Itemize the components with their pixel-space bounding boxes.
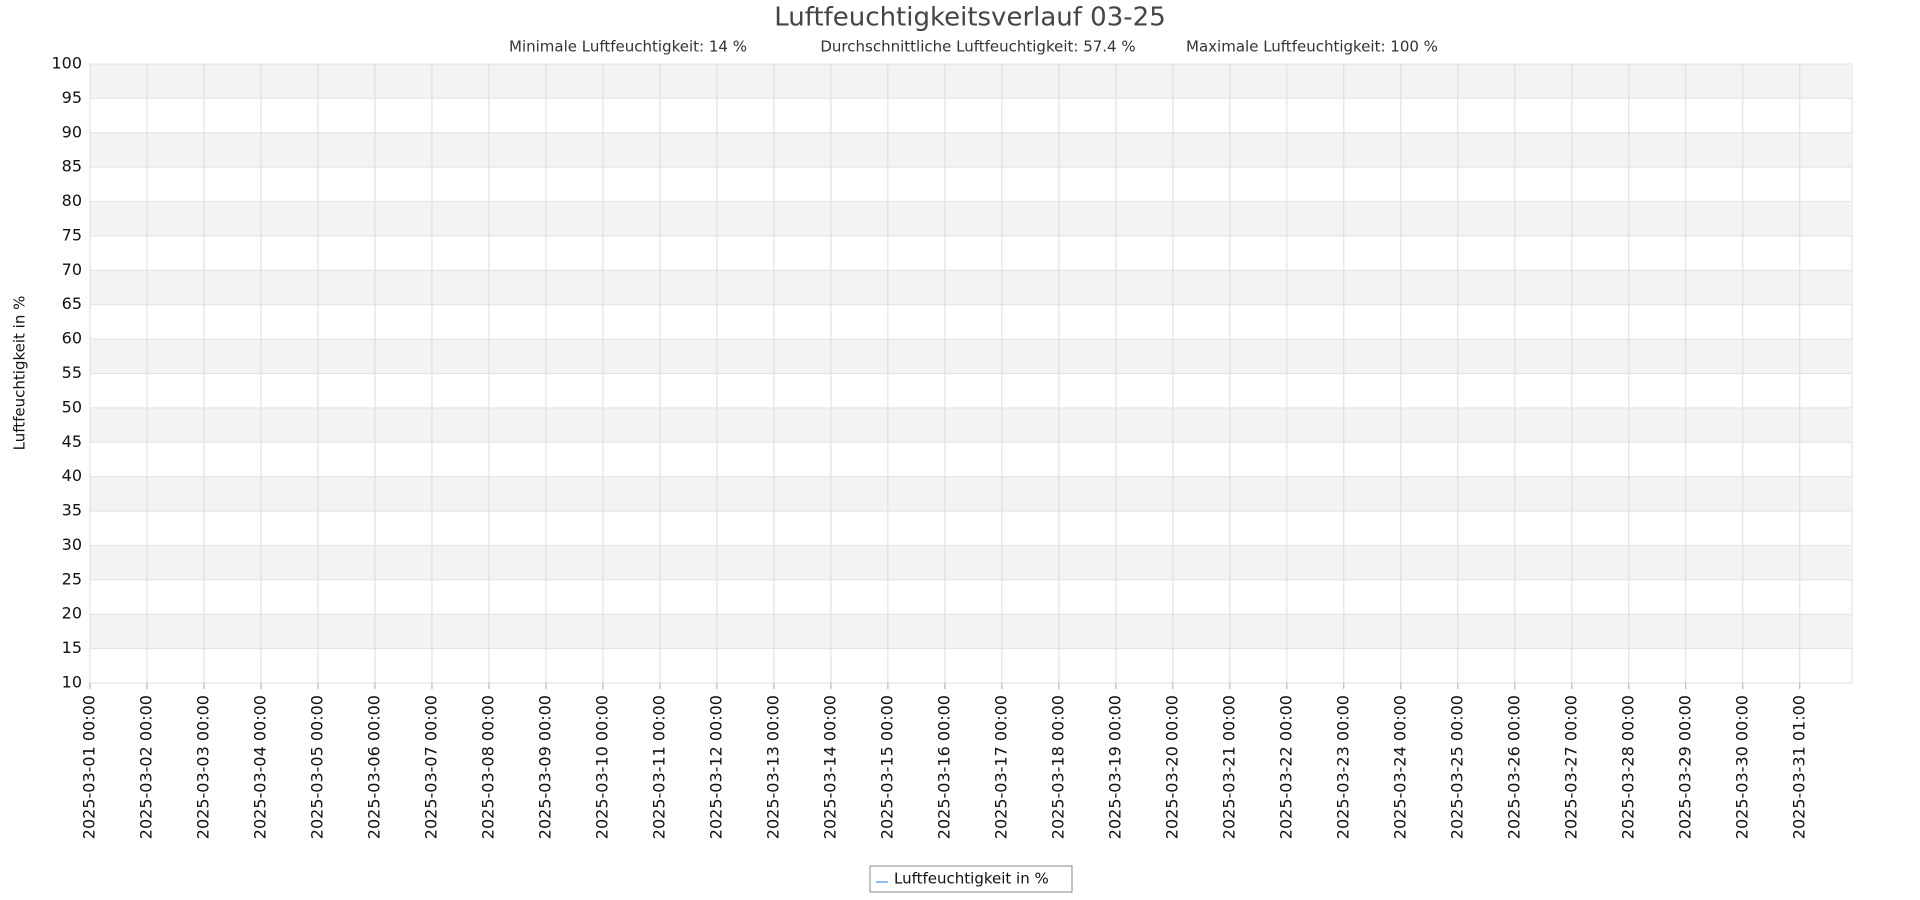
grid-band [90,201,1852,236]
legend: Luftfeuchtigkeit in % [869,865,1073,893]
subtitle: Durchschnittliche Luftfeuchtigkeit: 57.4… [820,38,1135,56]
x-tick-label: 2025-03-28 00:00 [1618,695,1637,839]
y-tick-label: 100 [51,54,82,73]
x-tick-label: 2025-03-26 00:00 [1504,695,1523,839]
y-tick-label: 35 [62,501,82,520]
y-tick-label: 65 [62,294,82,313]
x-tick-label: 2025-03-03 00:00 [193,695,212,839]
y-tick-label: 90 [62,122,82,141]
grid-band [90,339,1852,374]
y-tick-label: 75 [62,225,82,244]
y-tick-label: 40 [62,466,82,485]
x-tick-label: 2025-03-10 00:00 [592,695,611,839]
grid-band [90,64,1852,99]
y-tick-label: 25 [62,569,82,588]
x-tick-label: 2025-03-29 00:00 [1675,695,1694,839]
x-tick-label: 2025-03-02 00:00 [136,695,155,839]
x-tick-label: 2025-03-30 00:00 [1732,695,1751,839]
subtitle: Maximale Luftfeuchtigkeit: 100 % [1186,38,1438,56]
x-tick-label: 2025-03-27 00:00 [1561,695,1580,839]
grid-band [90,270,1852,305]
x-tick-label: 2025-03-21 00:00 [1219,695,1238,839]
y-tick-label: 60 [62,329,82,348]
x-tick-label: 2025-03-17 00:00 [991,695,1010,839]
x-tick-label: 2025-03-11 00:00 [649,695,668,839]
x-tick-label: 2025-03-20 00:00 [1162,695,1181,839]
y-tick-label: 45 [62,432,82,451]
y-tick-label: 30 [62,535,82,554]
legend-label: Luftfeuchtigkeit in % [894,870,1049,888]
x-tick-label: 2025-03-06 00:00 [364,695,383,839]
x-tick-label: 2025-03-08 00:00 [478,695,497,839]
x-tick-label: 2025-03-18 00:00 [1048,695,1067,839]
grid-band [90,132,1852,168]
x-tick-label: 2025-03-15 00:00 [877,695,896,839]
y-tick-label: 15 [62,638,82,657]
grid-band [90,407,1852,443]
x-tick-label: 2025-03-22 00:00 [1276,695,1295,839]
x-tick-label: 2025-03-19 00:00 [1105,695,1124,839]
chart-title: Luftfeuchtigkeitsverlauf 03-25 [774,3,1166,33]
x-tick-label: 2025-03-01 00:00 [80,695,99,839]
x-tick-label: 2025-03-04 00:00 [250,695,269,839]
grid-band [90,545,1852,580]
x-tick-label: 2025-03-16 00:00 [934,695,953,839]
x-tick-label: 2025-03-12 00:00 [706,695,725,839]
y-tick-label: 70 [62,260,82,279]
x-tick-label: 2025-03-05 00:00 [307,695,326,839]
y-tick-label: 55 [62,363,82,382]
y-tick-label: 80 [62,191,82,210]
x-tick-label: 2025-03-09 00:00 [535,695,554,839]
y-axis-label: Luftfeuchtigkeit in % [11,296,29,451]
x-tick-label: 2025-03-31 01:00 [1789,695,1808,839]
y-tick-label: 95 [62,88,82,107]
legend-box [869,865,1073,893]
grid-band [90,614,1852,649]
y-tick-label: 50 [62,397,82,416]
grid-band [90,476,1852,512]
x-tick-label: 2025-03-23 00:00 [1333,695,1352,839]
x-tick-label: 2025-03-14 00:00 [820,695,839,839]
y-tick-label: 85 [62,157,82,176]
y-tick-label: 20 [62,604,82,623]
y-tick-label: 10 [62,673,82,692]
x-tick-label: 2025-03-25 00:00 [1447,695,1466,839]
subtitle: Minimale Luftfeuchtigkeit: 14 % [509,38,747,56]
x-tick-label: 2025-03-13 00:00 [763,695,782,839]
x-tick-label: 2025-03-24 00:00 [1390,695,1409,839]
x-tick-label: 2025-03-07 00:00 [421,695,440,839]
